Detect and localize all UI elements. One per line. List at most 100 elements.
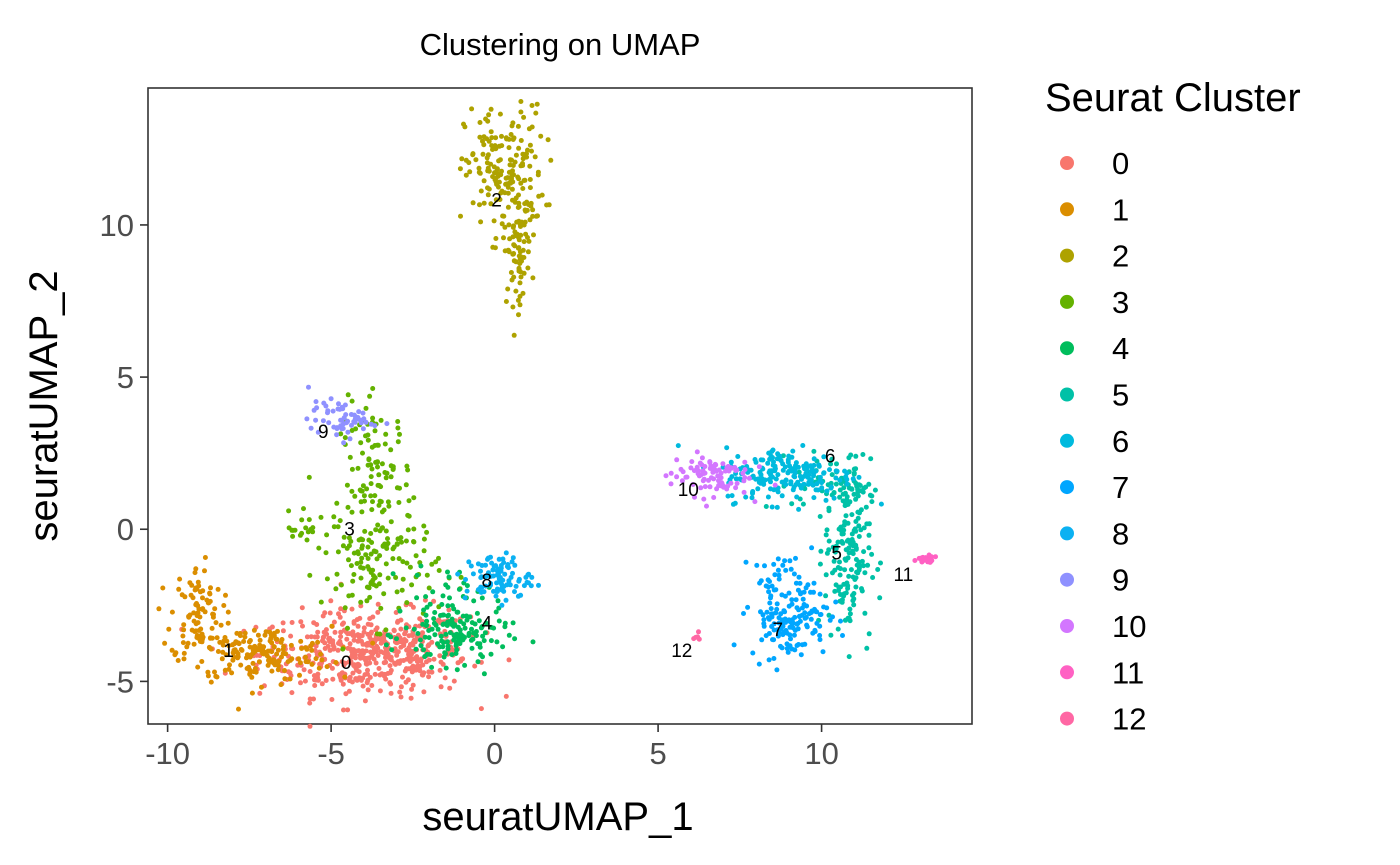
cluster-8-points [455, 550, 541, 608]
point-cluster-6 [800, 443, 806, 448]
point-cluster-1 [318, 651, 324, 657]
point-cluster-2 [499, 168, 504, 174]
point-cluster-1 [177, 576, 183, 582]
point-cluster-5 [839, 528, 844, 534]
point-cluster-0 [417, 668, 423, 674]
point-cluster-4 [431, 616, 437, 622]
point-cluster-10 [692, 494, 697, 500]
point-cluster-2 [520, 186, 526, 191]
point-cluster-4 [417, 637, 423, 643]
point-cluster-4 [411, 626, 417, 632]
point-cluster-0 [397, 689, 403, 695]
point-cluster-5 [839, 597, 845, 603]
point-cluster-3 [384, 546, 390, 551]
point-cluster-2 [481, 134, 487, 140]
point-cluster-7 [761, 621, 767, 627]
point-cluster-0 [286, 669, 291, 675]
point-cluster-3 [376, 472, 382, 478]
point-cluster-0 [369, 653, 375, 659]
point-cluster-5 [843, 590, 849, 596]
point-cluster-5 [811, 448, 817, 454]
point-cluster-10 [683, 474, 689, 480]
point-cluster-6 [765, 460, 771, 466]
point-cluster-5 [860, 452, 866, 457]
point-cluster-6 [786, 468, 792, 474]
point-cluster-1 [226, 643, 232, 649]
point-cluster-5 [763, 504, 769, 509]
point-cluster-0 [407, 642, 413, 647]
point-cluster-3 [366, 585, 372, 591]
point-cluster-7 [800, 596, 806, 602]
point-cluster-10 [699, 462, 705, 468]
point-cluster-7 [787, 632, 793, 638]
point-cluster-2 [513, 152, 519, 158]
point-cluster-0 [376, 666, 382, 671]
point-cluster-1 [214, 635, 220, 641]
point-cluster-3 [359, 543, 365, 549]
point-cluster-10 [746, 475, 752, 481]
point-cluster-4 [474, 610, 480, 616]
point-cluster-9 [315, 429, 321, 435]
point-cluster-0 [298, 680, 303, 686]
point-cluster-7 [794, 605, 800, 611]
point-cluster-4 [464, 583, 470, 589]
point-cluster-2 [513, 195, 519, 201]
point-cluster-1 [202, 609, 208, 615]
cluster-9-points [304, 384, 390, 446]
point-cluster-9 [340, 406, 346, 412]
point-cluster-7 [808, 616, 814, 622]
point-cluster-3 [396, 500, 402, 505]
point-cluster-2 [544, 202, 550, 208]
point-cluster-5 [866, 545, 872, 551]
point-cluster-2 [486, 112, 492, 118]
point-cluster-3 [404, 463, 410, 469]
point-cluster-6 [831, 495, 837, 501]
point-cluster-1 [217, 639, 223, 645]
point-cluster-4 [440, 593, 446, 599]
point-cluster-1 [315, 639, 321, 645]
point-cluster-6 [842, 468, 848, 474]
point-cluster-1 [208, 679, 214, 685]
point-cluster-7 [750, 650, 756, 656]
point-cluster-6 [675, 443, 681, 449]
point-cluster-6 [790, 448, 796, 454]
point-cluster-10 [713, 468, 719, 474]
point-cluster-0 [409, 665, 415, 671]
point-cluster-8 [491, 564, 497, 569]
point-cluster-3 [342, 435, 348, 441]
legend-key-8 [1060, 526, 1074, 541]
point-cluster-2 [533, 213, 539, 219]
point-cluster-2 [510, 251, 516, 257]
point-cluster-1 [251, 669, 257, 675]
point-cluster-6 [816, 462, 822, 468]
point-cluster-3 [367, 594, 373, 600]
point-cluster-1 [229, 670, 235, 676]
point-cluster-5 [866, 521, 872, 527]
point-cluster-3 [360, 483, 366, 489]
point-cluster-10 [679, 478, 685, 484]
point-cluster-3 [404, 600, 410, 606]
point-cluster-3 [386, 503, 392, 509]
point-cluster-0 [446, 607, 452, 613]
cluster-12-points [691, 629, 702, 642]
point-cluster-3 [406, 498, 412, 504]
point-cluster-8 [494, 568, 500, 574]
point-cluster-9 [341, 440, 347, 446]
point-cluster-0 [409, 669, 415, 675]
point-cluster-3 [369, 507, 375, 513]
point-cluster-3 [378, 605, 384, 611]
point-cluster-3 [383, 561, 389, 567]
point-cluster-0 [312, 683, 318, 688]
point-cluster-2 [478, 188, 484, 194]
point-cluster-2 [521, 255, 527, 260]
point-cluster-7 [774, 601, 780, 607]
point-cluster-1 [232, 647, 238, 653]
point-cluster-7 [805, 582, 811, 588]
point-cluster-9 [325, 408, 331, 414]
point-cluster-10 [702, 484, 708, 490]
legend-item-11: 11 [1060, 655, 1144, 690]
point-cluster-6 [828, 484, 834, 490]
point-cluster-8 [513, 583, 519, 589]
point-cluster-7 [782, 558, 788, 564]
point-cluster-3 [368, 531, 374, 536]
